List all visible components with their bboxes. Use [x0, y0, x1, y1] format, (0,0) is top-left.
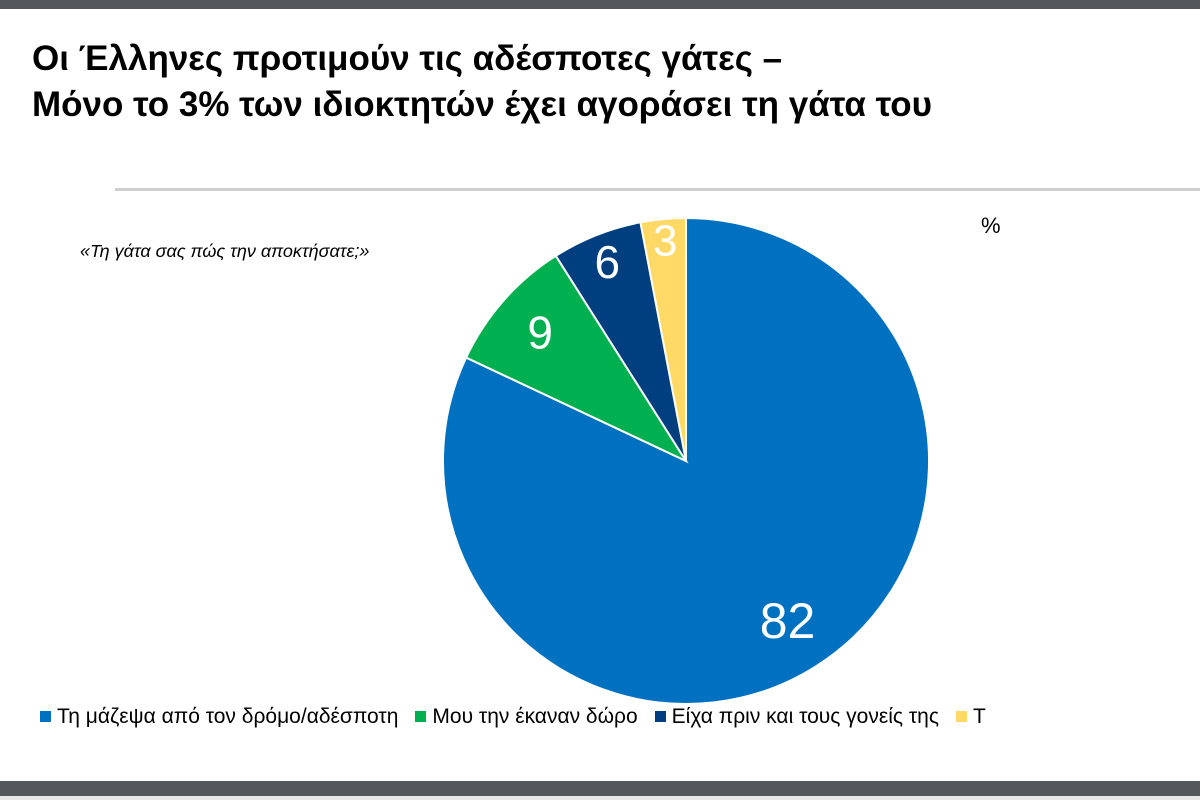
chart-title: Οι Έλληνες προτιμούν τις αδέσποτες γάτες…	[32, 36, 932, 128]
pie-data-label-0: 82	[760, 593, 816, 649]
slide: Οι Έλληνες προτιμούν τις αδέσποτες γάτες…	[0, 9, 1200, 781]
legend-item-3: Τ	[955, 704, 986, 729]
pie-chart: 82 96 3	[442, 216, 930, 705]
legend-item-1: Μου την έκαναν δώρο	[415, 704, 638, 729]
chart-title-line-2: Μόνο το 3% των ιδιοκτητών έχει αγοράσει …	[32, 85, 933, 124]
chart-legend: Τη μάζεψα από τον δρόμο/αδέσποτη Μου την …	[40, 704, 1200, 734]
legend-swatch-2	[654, 711, 666, 722]
bottom-frame-edge	[0, 796, 1200, 800]
title-divider	[115, 188, 1200, 191]
legend-label-0: Τη μάζεψα από τον δρόμο/αδέσποτη	[57, 704, 399, 728]
pie-data-label-3: 3	[653, 216, 677, 265]
pie-slice-1	[464, 254, 689, 464]
legend-swatch-3	[955, 711, 967, 722]
chart-title-line-1: Οι Έλληνες προτιμούν τις αδέσποτες γάτες…	[32, 39, 783, 78]
chart-subtitle: «Τη γάτα σας πώς την αποκτήσατε;»	[80, 241, 370, 261]
legend-label-3: Τ	[972, 704, 986, 728]
pie-data-label-1: 9	[527, 306, 553, 358]
unit-label: %	[981, 213, 1001, 238]
legend-item-0: Τη μάζεψα από τον δρόμο/αδέσποτη	[40, 705, 398, 729]
legend-label-1: Μου την έκαναν δώρο	[432, 704, 638, 728]
legend-item-2: Είχα πριν και τους γονείς της	[654, 704, 939, 729]
legend-swatch-0	[40, 711, 51, 722]
legend-swatch-1	[415, 711, 427, 722]
bottom-frame-strip	[0, 781, 1200, 800]
pie-slice-3	[639, 216, 687, 462]
legend-label-2: Είχα πριν και τους γονείς της	[671, 704, 939, 728]
pie-data-label-2: 6	[594, 236, 620, 288]
